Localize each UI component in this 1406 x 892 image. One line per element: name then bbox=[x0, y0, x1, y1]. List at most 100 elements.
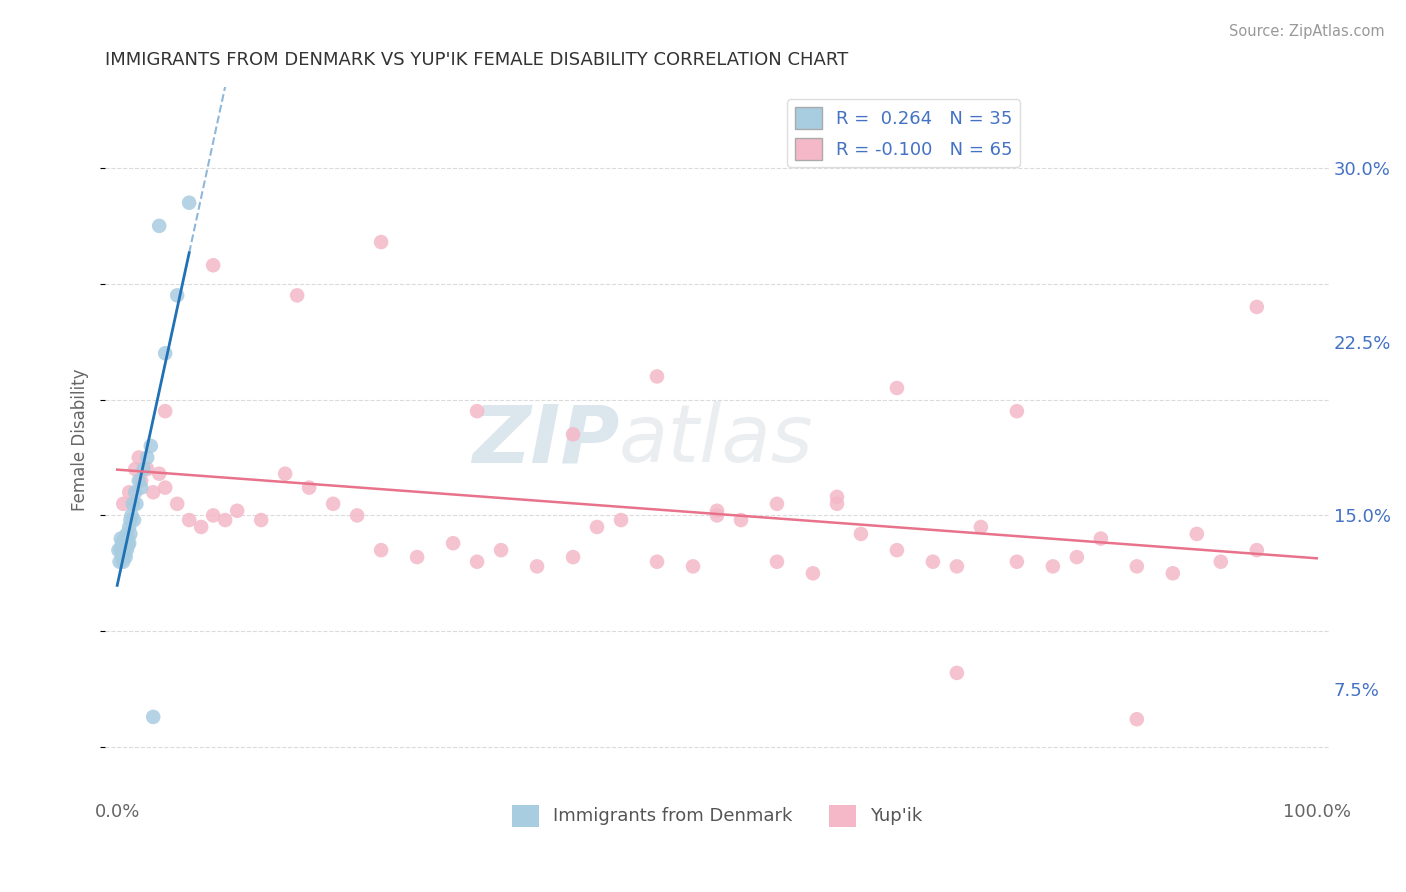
Text: ZIP: ZIP bbox=[472, 401, 619, 479]
Point bbox=[132, 462, 155, 476]
Point bbox=[766, 555, 789, 569]
Point bbox=[110, 532, 132, 546]
Point bbox=[112, 555, 135, 569]
Point bbox=[766, 497, 789, 511]
Point bbox=[202, 258, 225, 272]
Point bbox=[322, 497, 344, 511]
Point bbox=[970, 520, 993, 534]
Point bbox=[801, 566, 824, 581]
Point bbox=[114, 536, 136, 550]
Point bbox=[153, 404, 176, 418]
Point bbox=[886, 543, 908, 558]
Point bbox=[946, 559, 969, 574]
Point bbox=[250, 513, 273, 527]
Point bbox=[129, 474, 152, 488]
Legend: Immigrants from Denmark, Yup'ik: Immigrants from Denmark, Yup'ik bbox=[505, 797, 929, 834]
Point bbox=[886, 381, 908, 395]
Point bbox=[112, 497, 135, 511]
Point bbox=[562, 550, 585, 565]
Point bbox=[125, 497, 148, 511]
Point bbox=[115, 527, 138, 541]
Point bbox=[1126, 712, 1149, 726]
Point bbox=[107, 543, 129, 558]
Point bbox=[645, 369, 668, 384]
Point bbox=[120, 527, 142, 541]
Point bbox=[142, 485, 165, 500]
Point bbox=[1246, 543, 1268, 558]
Point bbox=[214, 513, 236, 527]
Text: Source: ZipAtlas.com: Source: ZipAtlas.com bbox=[1229, 24, 1385, 39]
Point bbox=[562, 427, 585, 442]
Point bbox=[706, 508, 728, 523]
Point bbox=[112, 532, 135, 546]
Point bbox=[922, 555, 945, 569]
Point bbox=[706, 504, 728, 518]
Point bbox=[142, 710, 165, 724]
Y-axis label: Female Disability: Female Disability bbox=[72, 369, 89, 511]
Point bbox=[1161, 566, 1184, 581]
Point bbox=[124, 485, 146, 500]
Point bbox=[1005, 404, 1028, 418]
Point bbox=[946, 665, 969, 680]
Point bbox=[1066, 550, 1088, 565]
Point bbox=[115, 543, 138, 558]
Point bbox=[128, 474, 150, 488]
Point bbox=[111, 550, 134, 565]
Text: IMMIGRANTS FROM DENMARK VS YUP'IK FEMALE DISABILITY CORRELATION CHART: IMMIGRANTS FROM DENMARK VS YUP'IK FEMALE… bbox=[105, 51, 848, 69]
Point bbox=[121, 508, 143, 523]
Point bbox=[110, 543, 132, 558]
Point bbox=[117, 532, 139, 546]
Point bbox=[118, 520, 141, 534]
Point bbox=[121, 497, 143, 511]
Point bbox=[128, 450, 150, 465]
Point bbox=[179, 195, 201, 210]
Point bbox=[1042, 559, 1064, 574]
Point bbox=[1246, 300, 1268, 314]
Point bbox=[114, 550, 136, 565]
Point bbox=[136, 462, 159, 476]
Point bbox=[166, 288, 188, 302]
Point bbox=[645, 555, 668, 569]
Point bbox=[112, 548, 135, 562]
Point bbox=[849, 527, 872, 541]
Point bbox=[526, 559, 548, 574]
Point bbox=[1090, 532, 1112, 546]
Point bbox=[730, 513, 752, 527]
Point bbox=[274, 467, 297, 481]
Point bbox=[136, 450, 159, 465]
Point bbox=[148, 467, 170, 481]
Point bbox=[370, 235, 392, 249]
Point bbox=[122, 513, 145, 527]
Point bbox=[1005, 555, 1028, 569]
Point bbox=[298, 481, 321, 495]
Point bbox=[112, 541, 135, 555]
Point bbox=[370, 543, 392, 558]
Point bbox=[202, 508, 225, 523]
Point bbox=[139, 439, 162, 453]
Point bbox=[190, 520, 212, 534]
Point bbox=[118, 536, 141, 550]
Point bbox=[825, 490, 848, 504]
Point bbox=[465, 404, 488, 418]
Point bbox=[124, 462, 146, 476]
Point bbox=[153, 346, 176, 360]
Point bbox=[111, 536, 134, 550]
Point bbox=[166, 497, 188, 511]
Point bbox=[153, 481, 176, 495]
Point bbox=[179, 513, 201, 527]
Point bbox=[441, 536, 464, 550]
Point bbox=[406, 550, 429, 565]
Point bbox=[1185, 527, 1208, 541]
Point bbox=[610, 513, 633, 527]
Point bbox=[465, 555, 488, 569]
Point bbox=[108, 555, 131, 569]
Point bbox=[226, 504, 249, 518]
Point bbox=[489, 543, 512, 558]
Point bbox=[1126, 559, 1149, 574]
Point bbox=[148, 219, 170, 233]
Point bbox=[117, 539, 139, 553]
Point bbox=[285, 288, 308, 302]
Point bbox=[120, 513, 142, 527]
Point bbox=[129, 481, 152, 495]
Text: atlas: atlas bbox=[619, 401, 814, 479]
